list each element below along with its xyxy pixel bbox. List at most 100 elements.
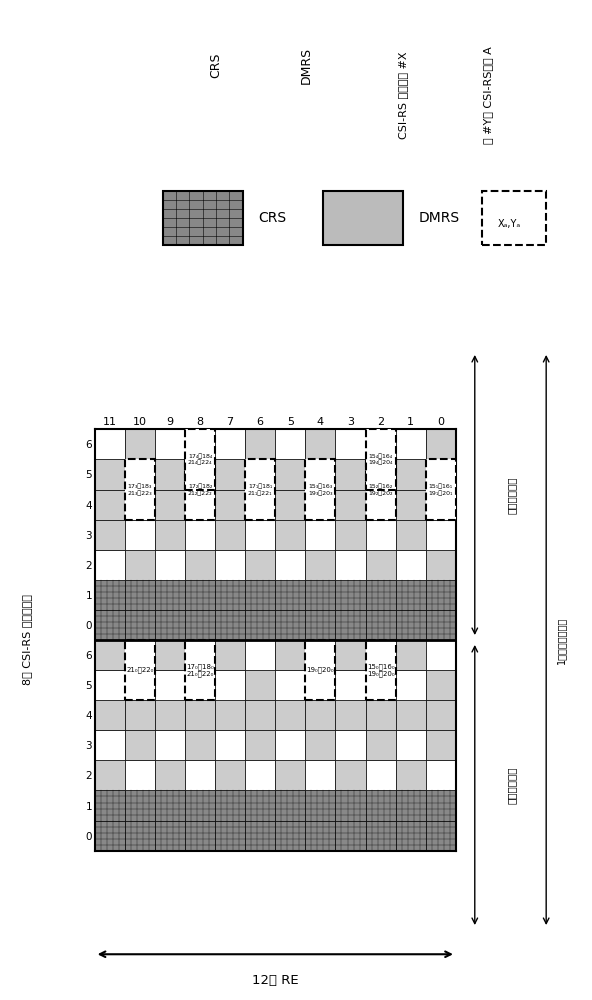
Bar: [336, 429, 366, 459]
Bar: [125, 580, 155, 610]
Bar: [185, 760, 215, 790]
Bar: [125, 640, 155, 700]
Bar: [426, 700, 456, 730]
Bar: [305, 790, 336, 821]
Bar: [125, 459, 155, 490]
Bar: [366, 459, 395, 520]
Bar: [125, 550, 155, 580]
Bar: [155, 490, 185, 520]
Bar: [395, 760, 426, 790]
Bar: [426, 490, 456, 520]
Bar: [95, 670, 125, 700]
Text: DMRS: DMRS: [419, 211, 459, 225]
Bar: [395, 429, 426, 459]
Bar: [215, 459, 245, 490]
Bar: [305, 640, 336, 700]
Bar: [155, 459, 185, 490]
Bar: [215, 580, 245, 610]
Bar: [155, 580, 185, 610]
Bar: [366, 760, 395, 790]
Text: 21₀，22₀: 21₀，22₀: [126, 667, 153, 673]
Bar: [125, 821, 155, 851]
Bar: [155, 790, 185, 821]
Bar: [336, 821, 366, 851]
Text: 15₂，16₂
19₂，20₂: 15₂，16₂ 19₂，20₂: [368, 483, 393, 496]
Bar: [366, 520, 395, 550]
Bar: [336, 459, 366, 490]
Text: 8个 CSI-RS 天线端口口: 8个 CSI-RS 天线端口口: [22, 595, 31, 685]
Bar: [185, 459, 215, 490]
Bar: [395, 610, 426, 640]
Bar: [366, 580, 395, 610]
Bar: [95, 821, 125, 851]
Bar: [245, 429, 275, 459]
Bar: [426, 730, 456, 760]
Bar: [95, 700, 125, 730]
Bar: [155, 640, 185, 670]
Bar: [366, 670, 395, 700]
Text: 17₄，18₄
21₄，22₄: 17₄，18₄ 21₄，22₄: [188, 453, 213, 465]
Bar: [336, 640, 366, 670]
Bar: [185, 640, 215, 670]
Bar: [95, 730, 125, 760]
Text: 偶数编号时隙: 偶数编号时隙: [507, 766, 517, 804]
Bar: [366, 610, 395, 640]
Bar: [482, 191, 546, 245]
Bar: [426, 670, 456, 700]
Bar: [185, 550, 215, 580]
Bar: [125, 730, 155, 760]
Bar: [215, 730, 245, 760]
Bar: [426, 429, 456, 459]
Bar: [275, 670, 305, 700]
Bar: [275, 520, 305, 550]
Bar: [245, 520, 275, 550]
Bar: [366, 821, 395, 851]
Bar: [185, 610, 215, 640]
Text: 奇数编号时隙: 奇数编号时隙: [507, 476, 517, 514]
Bar: [245, 550, 275, 580]
Bar: [366, 459, 395, 490]
Bar: [125, 700, 155, 730]
Bar: [395, 520, 426, 550]
Bar: [215, 640, 245, 670]
Text: CRS: CRS: [210, 52, 223, 78]
Bar: [125, 459, 155, 520]
Bar: [426, 550, 456, 580]
Bar: [366, 429, 395, 490]
Text: 19₀，20₀: 19₀，20₀: [307, 667, 334, 673]
Bar: [305, 520, 336, 550]
Bar: [125, 429, 155, 459]
Bar: [366, 550, 395, 580]
Bar: [125, 520, 155, 550]
Bar: [245, 459, 275, 520]
Text: 17₀，18₀
21₀，22₀: 17₀，18₀ 21₀，22₀: [186, 663, 214, 677]
Bar: [395, 670, 426, 700]
Text: 15₄，16₄
19₄，20₄: 15₄，16₄ 19₄，20₄: [368, 453, 393, 465]
Bar: [155, 610, 185, 640]
Text: DMRS: DMRS: [300, 46, 313, 84]
Bar: [215, 610, 245, 640]
Bar: [95, 610, 125, 640]
Bar: [185, 670, 215, 700]
Bar: [125, 760, 155, 790]
Bar: [275, 821, 305, 851]
Bar: [245, 730, 275, 760]
Bar: [155, 670, 185, 700]
Bar: [275, 610, 305, 640]
Bar: [215, 429, 245, 459]
Text: 15₁，16₁
19₁，20₁: 15₁，16₁ 19₁，20₁: [429, 483, 453, 496]
Bar: [336, 730, 366, 760]
Bar: [245, 700, 275, 730]
Bar: [215, 821, 245, 851]
Bar: [395, 790, 426, 821]
Bar: [155, 821, 185, 851]
Bar: [426, 640, 456, 670]
Bar: [185, 459, 215, 520]
Bar: [426, 520, 456, 550]
Bar: [215, 670, 245, 700]
Bar: [336, 550, 366, 580]
Bar: [95, 429, 125, 459]
Bar: [305, 610, 336, 640]
Bar: [245, 459, 275, 490]
Text: 17₂，18₂
21₂，22₂: 17₂，18₂ 21₂，22₂: [188, 483, 213, 496]
